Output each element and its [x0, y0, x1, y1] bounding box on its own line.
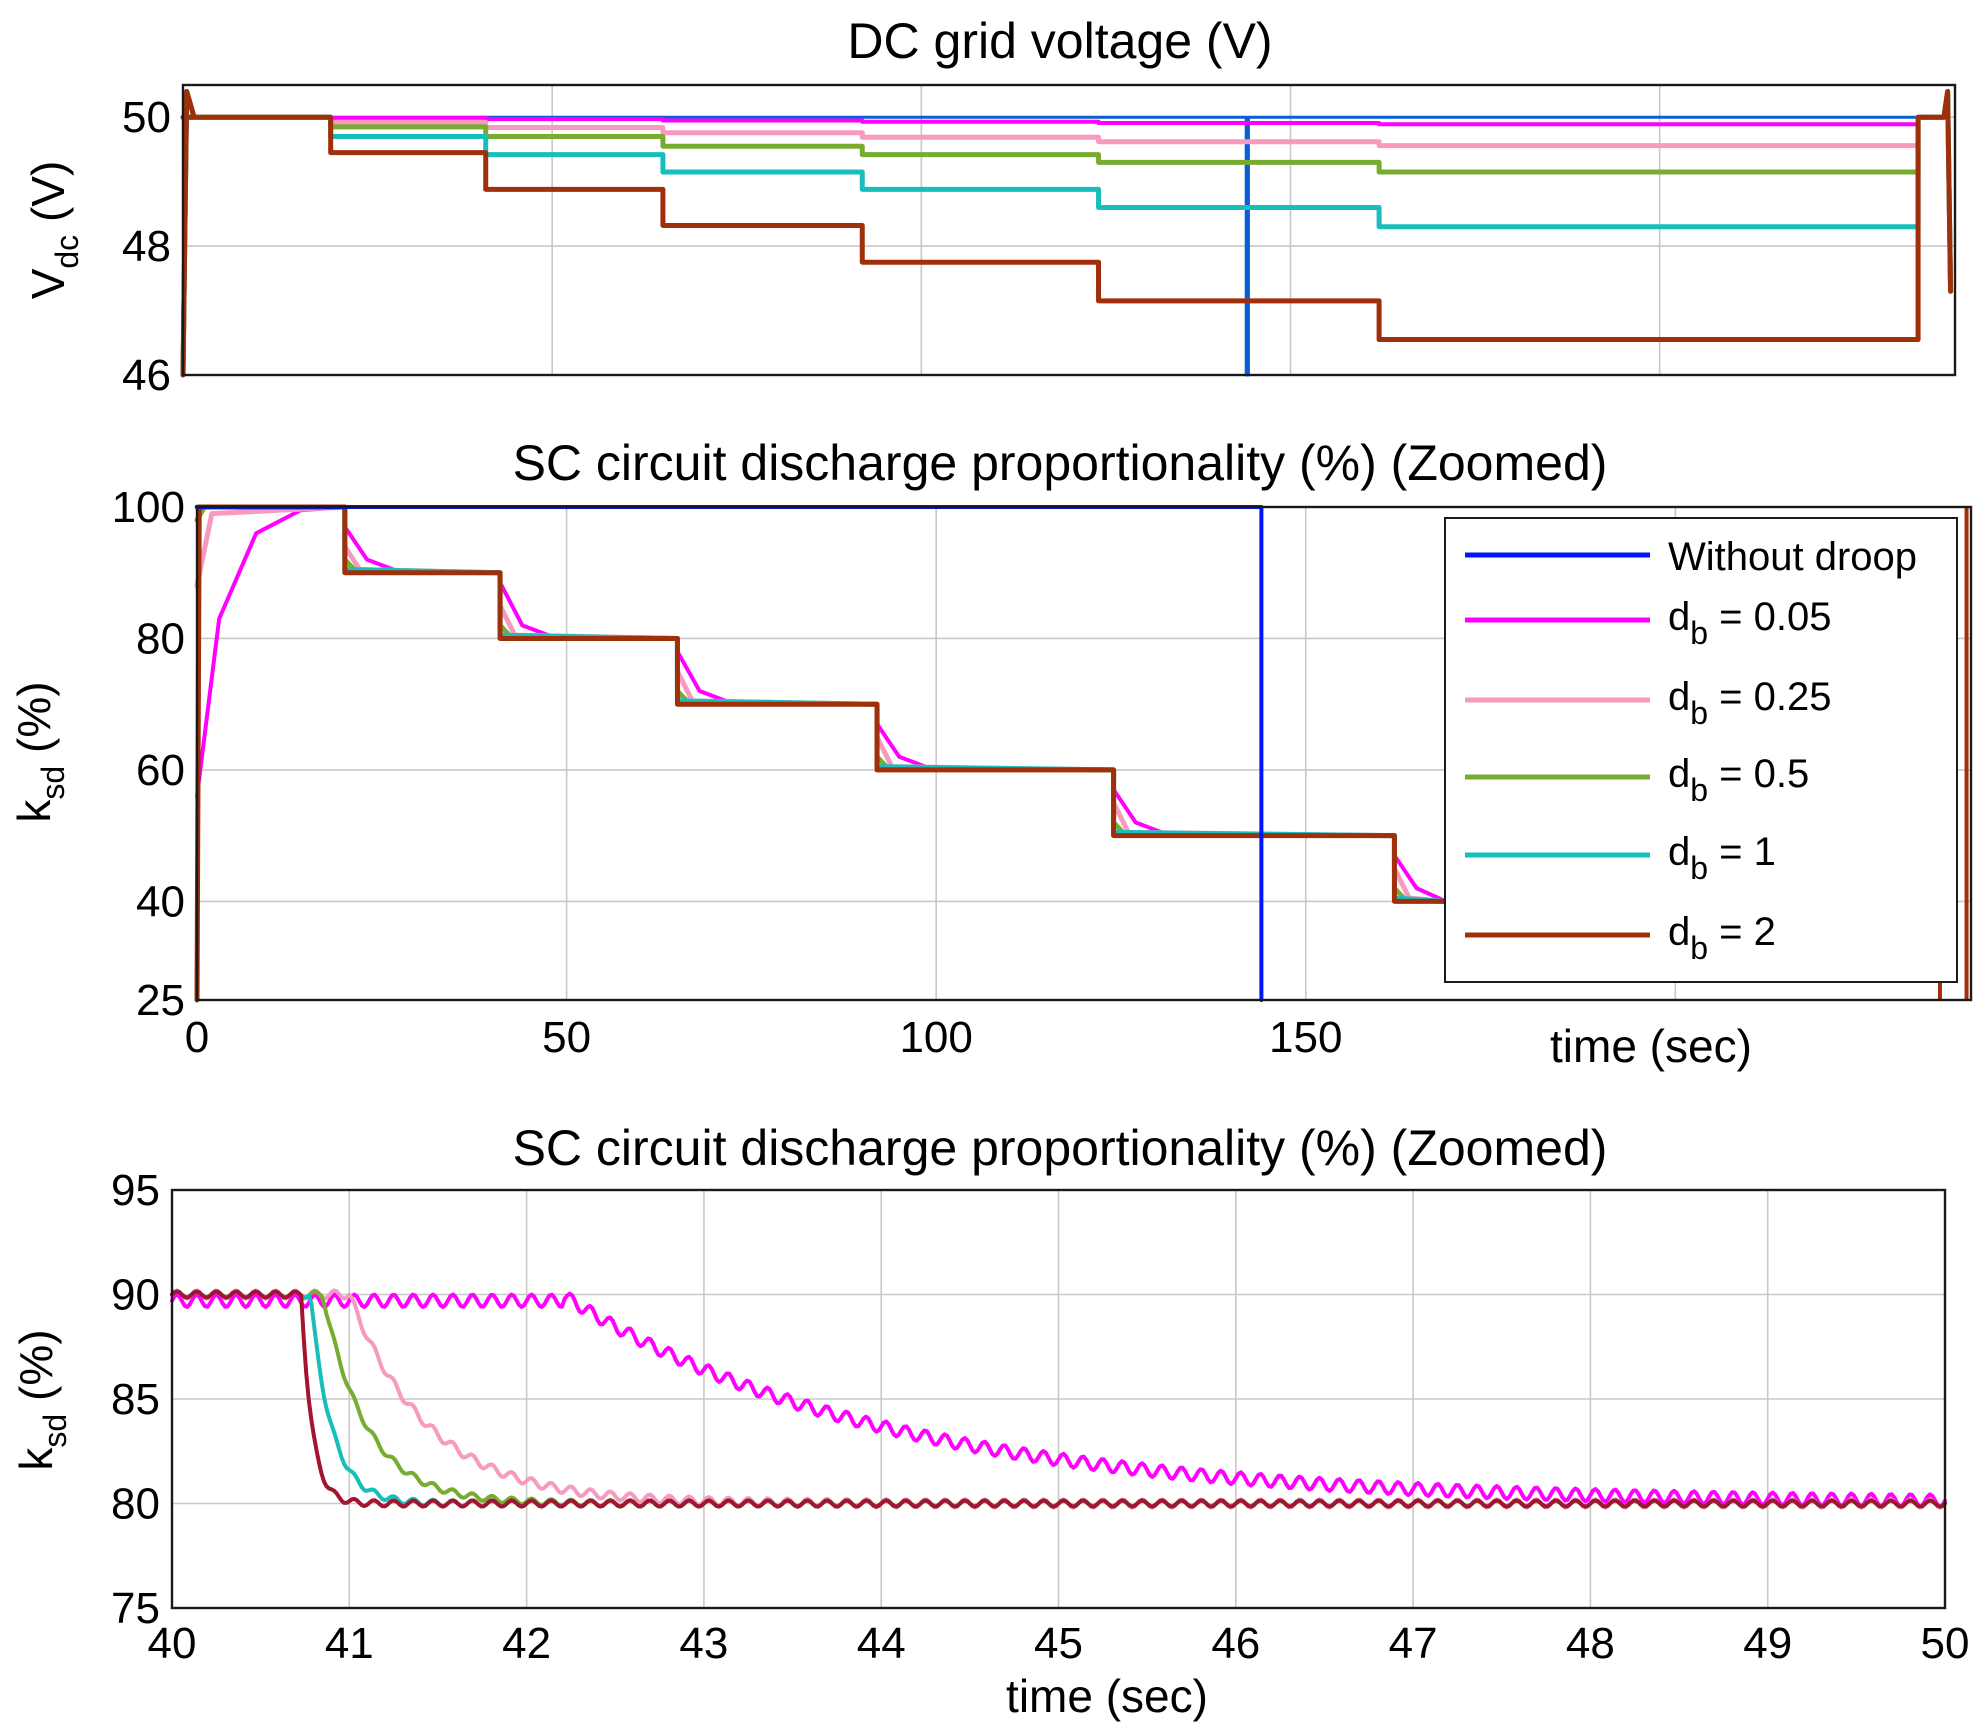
panel2-y-label: ksd (%) — [8, 681, 71, 822]
panel2-series-d-b-2 — [194, 504, 1449, 1003]
panel3-ytick-75: 75 — [111, 1584, 160, 1633]
panel3-series — [170, 1288, 1947, 1510]
panel1-series-without-droop — [181, 89, 1953, 377]
panel2-y-ticks: 25 40 60 80 100 — [112, 483, 185, 1025]
panel2-xtick-100: 100 — [899, 1013, 972, 1062]
panel3-grid — [172, 1190, 1945, 1608]
panel2-axes — [195, 505, 1973, 1002]
panel1-series-d-b-0.25 — [180, 88, 1954, 378]
panel1-series-d-b-0.5 — [180, 88, 1954, 378]
panel1-series-d-b-1 — [180, 88, 1954, 378]
panel2-xtick-0: 0 — [185, 1013, 209, 1062]
panel2-series-without-droop — [195, 505, 1264, 1002]
panel-ksd-zoomed: SC circuit discharge proportionality (%)… — [10, 1120, 1969, 1722]
panel3-title: SC circuit discharge proportionality (%)… — [513, 1120, 1608, 1176]
panel3-xtick-47: 47 — [1389, 1619, 1438, 1668]
panel1-y-label: Vdc (V) — [22, 161, 85, 300]
panel1-y-ticks: 46 48 50 — [122, 93, 171, 400]
legend-label-db-0.05: db = 0.05 — [1668, 595, 1831, 651]
panel3-xtick-42: 42 — [502, 1619, 551, 1668]
panel2-xtick-50: 50 — [542, 1013, 591, 1062]
legend-label-db-0.5: db = 0.5 — [1668, 752, 1809, 808]
legend-label-without-droop: Without droop — [1668, 535, 1917, 579]
panel1-ytick-48: 48 — [122, 222, 171, 271]
panel3-ytick-90: 90 — [111, 1271, 160, 1320]
panel3-axes — [170, 1188, 1947, 1610]
panel3-xtick-44: 44 — [857, 1619, 906, 1668]
panel3-xtick-45: 45 — [1034, 1619, 1083, 1668]
legend-label-db-1: db = 1 — [1668, 830, 1776, 886]
panel1-series — [180, 88, 1954, 378]
panel3-x-label: time (sec) — [1006, 1670, 1208, 1722]
panel-dc-voltage: DC grid voltage (V) 46 48 50 Vdc (V) — [22, 13, 1957, 400]
legend-label-db-2: db = 2 — [1668, 910, 1776, 966]
panel3-xtick-48: 48 — [1566, 1619, 1615, 1668]
panel2-series — [194, 504, 1969, 1003]
legend-box — [1444, 517, 1958, 983]
panel2-title: SC circuit discharge proportionality (%)… — [513, 435, 1608, 491]
panel3-xtick-46: 46 — [1211, 1619, 1260, 1668]
panel2-ytick-100: 100 — [112, 483, 185, 532]
panel3-series-d-b-0.05 — [170, 1291, 1947, 1509]
panel1-ytick-46: 46 — [122, 351, 171, 400]
panel1-ytick-50: 50 — [122, 93, 171, 142]
panel1-series-d-b-2 — [180, 88, 1954, 378]
panel3-ytick-80: 80 — [111, 1480, 160, 1529]
panel3-xtick-50: 50 — [1921, 1619, 1970, 1668]
panel3-xtick-40: 40 — [148, 1619, 197, 1668]
panel3-x-ticks: 40 41 42 43 44 45 46 47 48 49 50 — [148, 1619, 1970, 1668]
panel1-series-d-b-0.05 — [181, 89, 1953, 377]
panel3-xtick-41: 41 — [325, 1619, 374, 1668]
panel1-title: DC grid voltage (V) — [847, 13, 1272, 69]
panel1-axes — [181, 83, 1957, 377]
panel2-ytick-25: 25 — [136, 976, 185, 1025]
panel2-ytick-40: 40 — [136, 877, 185, 926]
panel3-xtick-43: 43 — [679, 1619, 728, 1668]
panel2-x-label: time (sec) — [1550, 1020, 1752, 1072]
panel-ksd-full: SC circuit discharge proportionality (%)… — [8, 435, 1973, 1072]
panel3-ytick-95: 95 — [111, 1166, 160, 1215]
panel3-y-ticks: 75 80 85 90 95 — [111, 1166, 160, 1633]
panel3-series-d-b-2 — [170, 1289, 1947, 1509]
panel3-ytick-85: 85 — [111, 1375, 160, 1424]
panel2-x-ticks: 0 50 100 150 — [185, 1013, 1343, 1062]
panel2-ytick-80: 80 — [136, 614, 185, 663]
panel3-xtick-49: 49 — [1743, 1619, 1792, 1668]
panel2-ytick-60: 60 — [136, 746, 185, 795]
panel3-y-label: ksd (%) — [10, 1329, 73, 1470]
legend-label-db-0.25: db = 0.25 — [1668, 675, 1831, 731]
legend: Without droop db = 0.05 db = 0.25 db = 0… — [1444, 517, 1958, 983]
panel2-xtick-150: 150 — [1269, 1013, 1342, 1062]
